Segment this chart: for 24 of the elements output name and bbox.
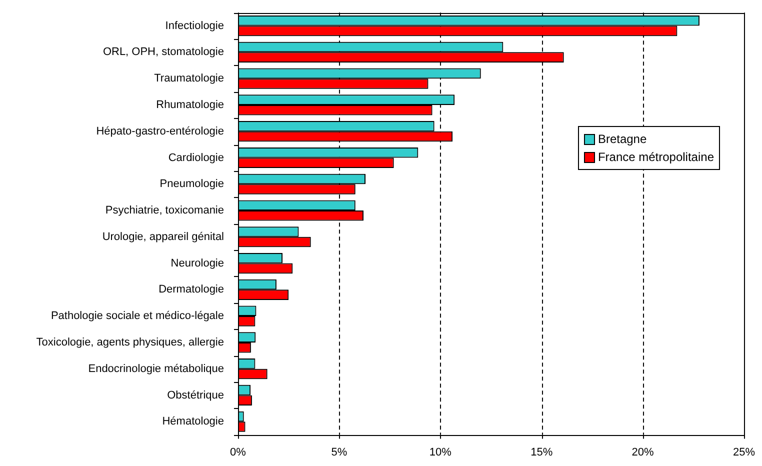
x-tick-label: 20% <box>632 446 654 458</box>
y-tick-label: Cardiologie <box>168 152 224 164</box>
x-tick-label: 15% <box>530 446 553 458</box>
y-tick-label: Obstétrique <box>167 389 224 402</box>
x-tick-label: 25% <box>732 446 756 458</box>
x-tick-label: 0% <box>230 446 246 458</box>
y-tick-label: Rhumatologie <box>156 98 224 111</box>
y-tick-label: Pathologie sociale et médico-légale <box>50 310 224 322</box>
y-tick-label: Neurologie <box>170 257 224 270</box>
y-tick-label: Hépato-gastro-entérologie <box>96 125 224 138</box>
y-tick-label: Dermatologie <box>158 284 224 296</box>
legend-label: France métropolitaine <box>598 149 714 166</box>
y-tick-label: Endocrinologie métabolique <box>88 362 224 375</box>
x-tick-label: 5% <box>331 446 348 458</box>
y-tick-label: Infectiologie <box>165 20 224 32</box>
y-tick-label: Toxicologie, agents physiques, allergie <box>36 336 224 348</box>
y-tick-label: Urologie, appareil génital <box>102 230 224 243</box>
y-tick-label: Traumatologie <box>154 72 224 85</box>
legend-label: Bretagne <box>598 131 647 148</box>
y-tick-label: Hématologie <box>162 416 224 428</box>
y-tick-label: ORL, OPH, stomatologie <box>102 46 224 58</box>
y-tick-label: Psychiatrie, toxicomanie <box>105 204 224 217</box>
y-tick-label: Pneumologie <box>160 178 224 190</box>
x-tick-label: 10% <box>429 446 452 458</box>
